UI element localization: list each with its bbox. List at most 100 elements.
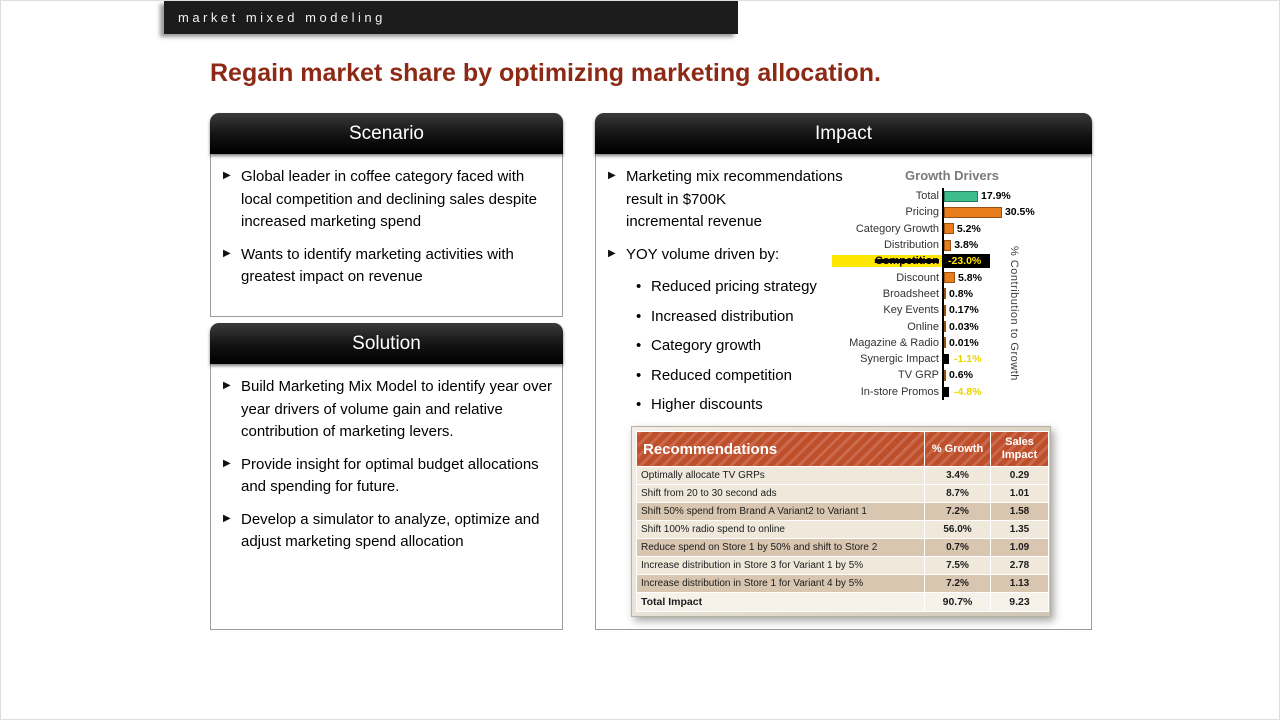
- chart-bar-area: 0.01%: [942, 334, 1084, 351]
- chart-row: Discount 5.8%: [832, 269, 1084, 286]
- bullet-text: Provide insight for optimal budget alloc…: [241, 455, 539, 496]
- rec-growth-cell: 3.4%: [924, 466, 991, 485]
- chart-category-label: Total: [915, 190, 939, 203]
- rec-growth-cell: 56.0%: [924, 520, 991, 539]
- growth-drivers-chart: Growth Drivers Total 17.9% Pricing 30.5% Cat…: [832, 168, 1084, 400]
- table-row: Shift 100% radio spend to online 56.0% 1.3…: [636, 520, 1049, 539]
- chart-bar-area: 30.5%: [942, 204, 1084, 221]
- chart-category-label: Broadsheet: [882, 287, 939, 300]
- header-sales-impact: Sales Impact: [990, 431, 1049, 467]
- chart-value-label: 0.01%: [949, 336, 979, 349]
- solution-panel-header: Solution: [210, 323, 563, 364]
- table-row: Increase distribution in Store 3 for Var…: [636, 556, 1049, 575]
- bullet-text: Develop a simulator to analyze, optimize…: [241, 510, 540, 551]
- chart-category-label: Online: [907, 320, 939, 333]
- rec-action-cell: Shift 50% spend from Brand A Variant2 to…: [636, 502, 925, 521]
- chart-bar-area: -1.1%: [942, 350, 1084, 368]
- chart-bar: [944, 239, 952, 251]
- rec-sales-impact-cell: 1.13: [990, 574, 1049, 593]
- chart-category-label: Magazine & Radio: [849, 336, 939, 349]
- yoy-sub-bullets: • Reduced pricing strategy • Increased dist…: [636, 276, 1081, 417]
- bullet-item: ▶ Provide insight for optimal budget allo…: [223, 454, 552, 499]
- chart-bar-area: 5.2%: [942, 220, 1084, 237]
- chart-row: In-store Promos -4.8%: [832, 383, 1084, 400]
- chart-bar: [944, 337, 946, 349]
- chart-value-label: 5.8%: [958, 271, 982, 284]
- scenario-panel-body: ▶ Global leader in coffee category faced …: [210, 154, 563, 317]
- chart-bar-area: 0.17%: [942, 302, 1084, 319]
- rec-sales-impact-cell: 0.29: [990, 466, 1049, 485]
- chart-row: TV GRP 0.6%: [832, 367, 1084, 384]
- chart-bar: [944, 304, 946, 316]
- chart-bar: [944, 288, 946, 300]
- bullet-text: Marketing mix recommendations result in …: [626, 168, 843, 230]
- sub-bullet-item: • Reduced competition: [636, 365, 1081, 388]
- total-label: Total Impact: [636, 592, 925, 612]
- chart-value-label: 0.8%: [949, 287, 973, 300]
- chart-bar: [944, 206, 1002, 218]
- chart-bar-area: -23.0%: [942, 253, 1084, 270]
- impact-title: Impact: [814, 122, 873, 144]
- chart-bar-area: 0.03%: [942, 318, 1084, 335]
- rec-growth-cell: 7.5%: [924, 556, 991, 575]
- chart-bar-area: -4.8%: [942, 383, 1084, 400]
- negative-bar-mark: [944, 386, 949, 397]
- solution-panel-body: ▶ Build Marketing Mix Model to identify y…: [210, 364, 563, 630]
- rec-sales-impact-cell: 1.35: [990, 520, 1049, 539]
- sub-bullet-item: • Reduced pricing strategy: [636, 276, 1081, 299]
- chart-bar-area: 17.9%: [942, 188, 1084, 205]
- chart-bar: [944, 272, 956, 284]
- chart-bar-area: 3.8%: [942, 236, 1084, 254]
- table-row: Increase distribution in Store 1 for Var…: [636, 574, 1049, 593]
- chart-right-axis-label: % Contribution to Growth: [1008, 246, 1020, 381]
- chart-row: Total 17.9%: [832, 188, 1084, 205]
- rec-sales-impact-cell: 1.01: [990, 484, 1049, 503]
- chart-category-label: Distribution: [883, 239, 939, 252]
- negative-bar-mark: [944, 354, 949, 365]
- chart-row: Competition -23.0%: [832, 253, 1084, 270]
- rec-action-cell: Reduce spend on Store 1 by 50% and shift…: [636, 538, 925, 557]
- rec-growth-cell: 7.2%: [924, 502, 991, 521]
- bullet-item: ▶ Develop a simulator to analyze, optimiz…: [223, 509, 552, 554]
- header-growth: % Growth: [924, 431, 991, 467]
- rec-action-cell: Shift from 20 to 30 second ads: [636, 484, 925, 503]
- chart-category-label: Pricing: [905, 206, 939, 219]
- scenario-title: Scenario: [349, 122, 424, 144]
- bullet-arrow-icon: ▶: [223, 512, 231, 524]
- sub-bullet-text: Category growth: [651, 337, 762, 354]
- sub-bullet-item: • Higher discounts: [636, 394, 1081, 417]
- redacted-bar: -23.0%: [944, 254, 990, 269]
- chart-bar-area: 0.6%: [942, 367, 1084, 384]
- solution-panel: Solution ▶ Build Marketing Mix Model to i…: [210, 323, 563, 630]
- rec-action-cell: Shift 100% radio spend to online: [636, 520, 925, 539]
- chart-bar-area: 0.8%: [942, 285, 1084, 303]
- rec-sales-impact-cell: 1.58: [990, 502, 1049, 521]
- sub-bullet-text: Higher discounts: [651, 396, 763, 413]
- impact-panel-header: Impact: [595, 113, 1092, 154]
- chart-bar-area: 5.8%: [942, 269, 1084, 286]
- bullet-text: Build Marketing Mix Model to identify ye…: [241, 378, 552, 440]
- bullet-arrow-icon: ▶: [608, 247, 616, 259]
- chart-value-label: 17.9%: [981, 190, 1011, 203]
- chart-bar: [944, 223, 954, 235]
- header-recommendations: Recommendations: [636, 431, 925, 467]
- chart-bar: [944, 190, 978, 202]
- chart-row: Pricing 30.5%: [832, 204, 1084, 221]
- rec-sales-impact-cell: 1.09: [990, 538, 1049, 557]
- chart-value-label: 0.17%: [949, 304, 979, 317]
- bullet-dot-icon: •: [636, 366, 642, 384]
- rec-action-cell: Increase distribution in Store 3 for Var…: [636, 556, 925, 575]
- chart-value-label: 3.8%: [954, 239, 979, 252]
- chart-category-label: Key Events: [883, 304, 939, 317]
- bullet-item: ▶ Build Marketing Mix Model to identify y…: [223, 376, 552, 444]
- chart-row: Category Growth 5.2%: [832, 220, 1084, 237]
- table-row: Shift 50% spend from Brand A Variant2 to…: [636, 502, 1049, 521]
- rec-action-cell: Increase distribution in Store 1 for Var…: [636, 574, 925, 593]
- impact-bullet-recommendations: ▶ Marketing mix recommendations result i…: [608, 166, 1081, 234]
- sub-bullet-text: Reduced pricing strategy: [651, 278, 817, 295]
- sub-bullet-text: Increased distribution: [651, 307, 794, 325]
- chart-category-label: Discount: [896, 271, 939, 284]
- chart-category-label: TV GRP: [898, 369, 939, 382]
- rec-growth-cell: 7.2%: [924, 574, 991, 593]
